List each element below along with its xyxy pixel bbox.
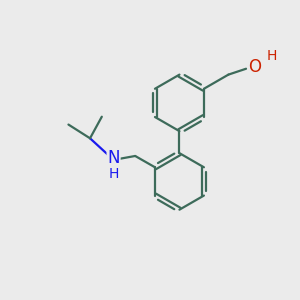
Text: O: O (248, 58, 261, 76)
Text: H: H (108, 167, 119, 181)
Text: N: N (107, 149, 120, 167)
Text: H: H (266, 49, 277, 63)
